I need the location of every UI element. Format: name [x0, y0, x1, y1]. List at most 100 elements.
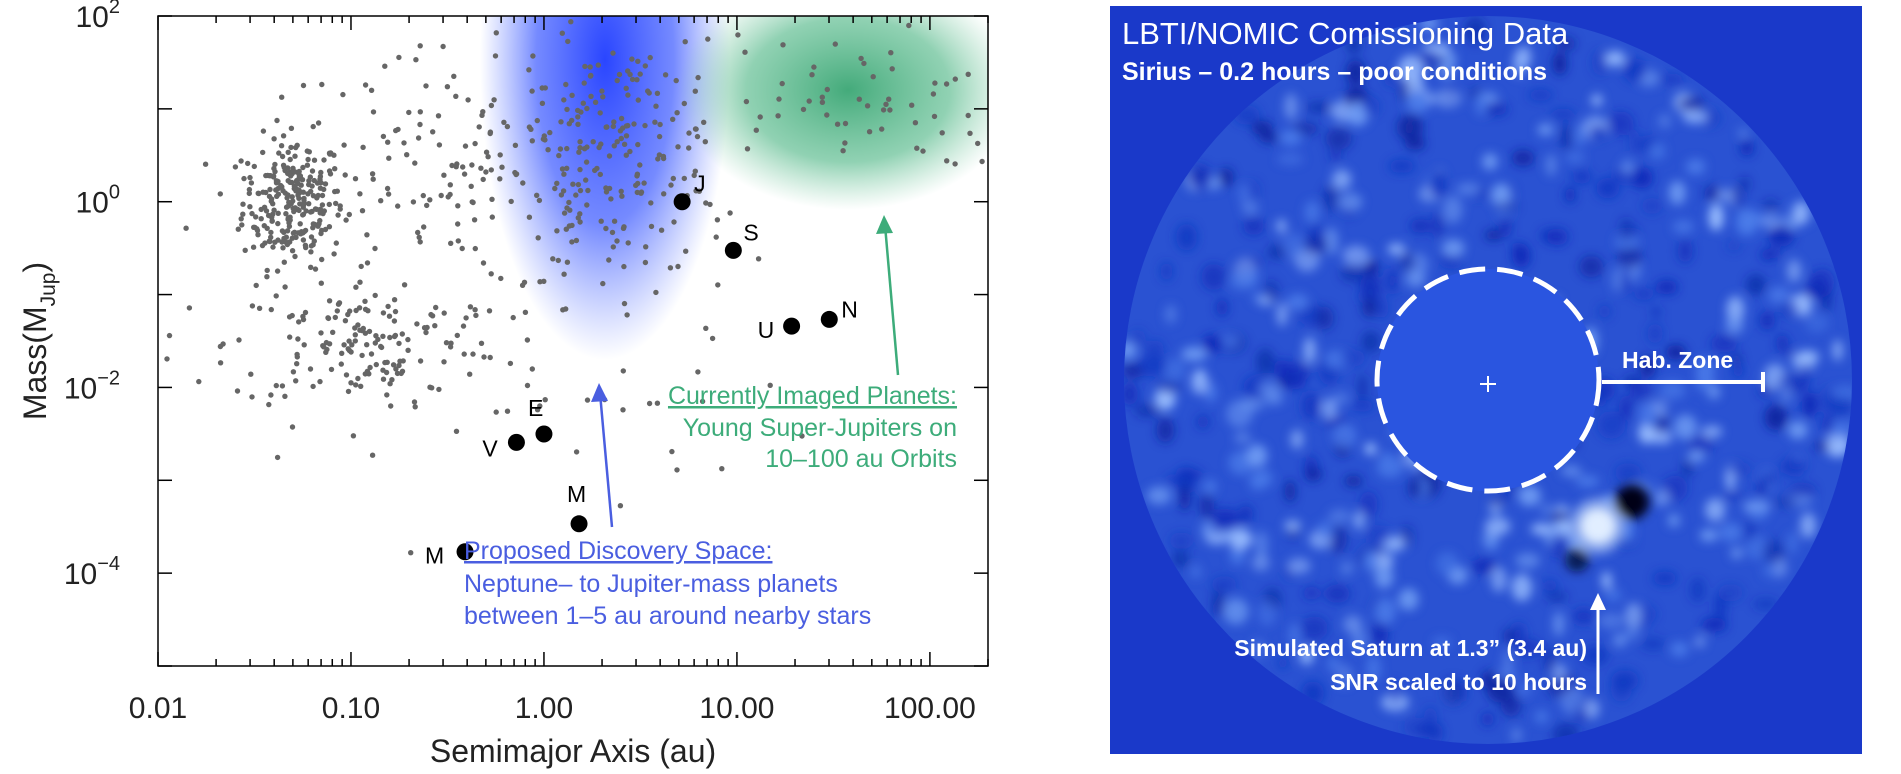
exoplanet-point: [293, 188, 299, 194]
noise-speckle: [1727, 461, 1751, 477]
exoplanet-point: [349, 342, 355, 348]
exoplanet-point: [497, 152, 503, 158]
exoplanet-point: [240, 201, 246, 207]
exoplanet-point: [600, 280, 606, 287]
exoplanet-point: [353, 284, 359, 290]
exoplanet-point: [483, 169, 489, 175]
noise-speckle: [1257, 600, 1277, 626]
exoplanet-point: [380, 310, 387, 316]
planet-label: E: [528, 395, 543, 421]
exoplanet-point: [355, 322, 361, 328]
exoplanet-point: [367, 364, 373, 371]
noise-speckle: [1256, 381, 1281, 397]
exoplanet-point: [260, 189, 266, 195]
planet-marker: [535, 425, 553, 443]
exoplanet-point: [346, 338, 352, 344]
exoplanet-point: [384, 392, 390, 398]
noise-speckle: [1333, 392, 1350, 404]
exoplanet-point: [669, 448, 675, 455]
noise-speckle: [1787, 421, 1808, 440]
exoplanet-point: [250, 244, 257, 250]
noise-speckle: [1494, 201, 1519, 213]
exoplanet-point: [292, 153, 298, 159]
noise-speckle: [1488, 496, 1506, 508]
exoplanet-point: [775, 113, 781, 119]
exoplanet-point: [343, 372, 350, 378]
exoplanet-point: [417, 358, 424, 364]
noise-speckle: [1253, 469, 1273, 488]
exoplanet-point: [317, 176, 323, 182]
exoplanet-point: [653, 289, 659, 296]
exoplanet-point: [453, 93, 459, 100]
exoplanet-point: [656, 133, 663, 140]
exoplanet-point: [295, 336, 301, 342]
exoplanet-point: [952, 76, 958, 82]
exoplanet-point: [914, 145, 920, 151]
exoplanet-point: [370, 176, 376, 182]
noise-speckle: [1787, 531, 1798, 555]
noise-speckle: [1130, 329, 1146, 348]
noise-speckle: [1760, 471, 1777, 486]
exoplanet-point: [285, 165, 291, 171]
exoplanet-point: [512, 142, 519, 148]
exoplanet-point: [246, 186, 253, 193]
exoplanet-point: [491, 97, 497, 103]
exoplanet-point: [824, 86, 830, 93]
noise-speckle: [1685, 158, 1706, 175]
exoplanet-point: [920, 148, 926, 154]
exoplanet-point: [301, 200, 307, 207]
exoplanet-point: [590, 139, 596, 145]
noise-speckle: [1780, 384, 1792, 404]
exoplanet-point: [563, 81, 569, 88]
exoplanet-point: [541, 278, 547, 284]
noise-speckle: [1574, 124, 1586, 147]
exoplanet-point: [386, 155, 392, 161]
noise-speckle: [1383, 70, 1402, 88]
exoplanet-point: [412, 404, 418, 410]
exoplanet-point: [488, 167, 494, 173]
exoplanet-point: [432, 323, 438, 329]
exoplanet-point: [341, 342, 347, 348]
noise-speckle: [1156, 417, 1175, 443]
noise-speckle: [1376, 297, 1389, 319]
x-tick-label: 0.01: [129, 692, 187, 725]
exoplanet-point: [779, 80, 785, 87]
noise-speckle: [1329, 149, 1342, 162]
exoplanet-point: [606, 257, 612, 263]
noise-speckle: [1198, 493, 1215, 519]
exoplanet-point: [253, 214, 259, 220]
noise-speckle: [1259, 132, 1279, 144]
exoplanet-point: [438, 192, 444, 199]
noise-speckle: [1572, 170, 1592, 184]
noise-speckle: [1146, 486, 1172, 505]
exoplanet-point: [641, 180, 647, 186]
exoplanet-point: [623, 123, 630, 129]
noise-speckle: [1286, 293, 1309, 311]
noise-speckle: [1205, 382, 1217, 403]
exoplanet-point: [674, 467, 680, 473]
exoplanet-point: [289, 424, 296, 430]
exoplanet-point: [610, 123, 616, 130]
noise-speckle: [1471, 558, 1497, 575]
exoplanet-point: [594, 165, 600, 172]
exoplanet-point: [603, 185, 609, 191]
exoplanet-point: [352, 332, 358, 338]
noise-speckle: [1738, 128, 1749, 138]
exoplanet-point: [359, 352, 365, 359]
exoplanet-point: [560, 188, 567, 194]
exoplanet-point: [246, 190, 252, 197]
exoplanet-point: [310, 225, 316, 231]
exoplanet-point: [447, 344, 454, 350]
noise-speckle: [1745, 534, 1768, 560]
exoplanet-point: [537, 403, 543, 409]
exoplanet-point: [975, 140, 981, 147]
noise-speckle: [1276, 219, 1287, 234]
noise-speckle: [1575, 475, 1600, 488]
exoplanet-points: [164, 19, 985, 556]
exoplanet-point: [358, 263, 364, 270]
exoplanet-point: [332, 314, 338, 321]
noise-speckle: [1443, 678, 1462, 705]
exoplanet-point: [648, 200, 654, 206]
exoplanet-point: [249, 210, 255, 217]
exoplanet-point: [695, 369, 701, 375]
